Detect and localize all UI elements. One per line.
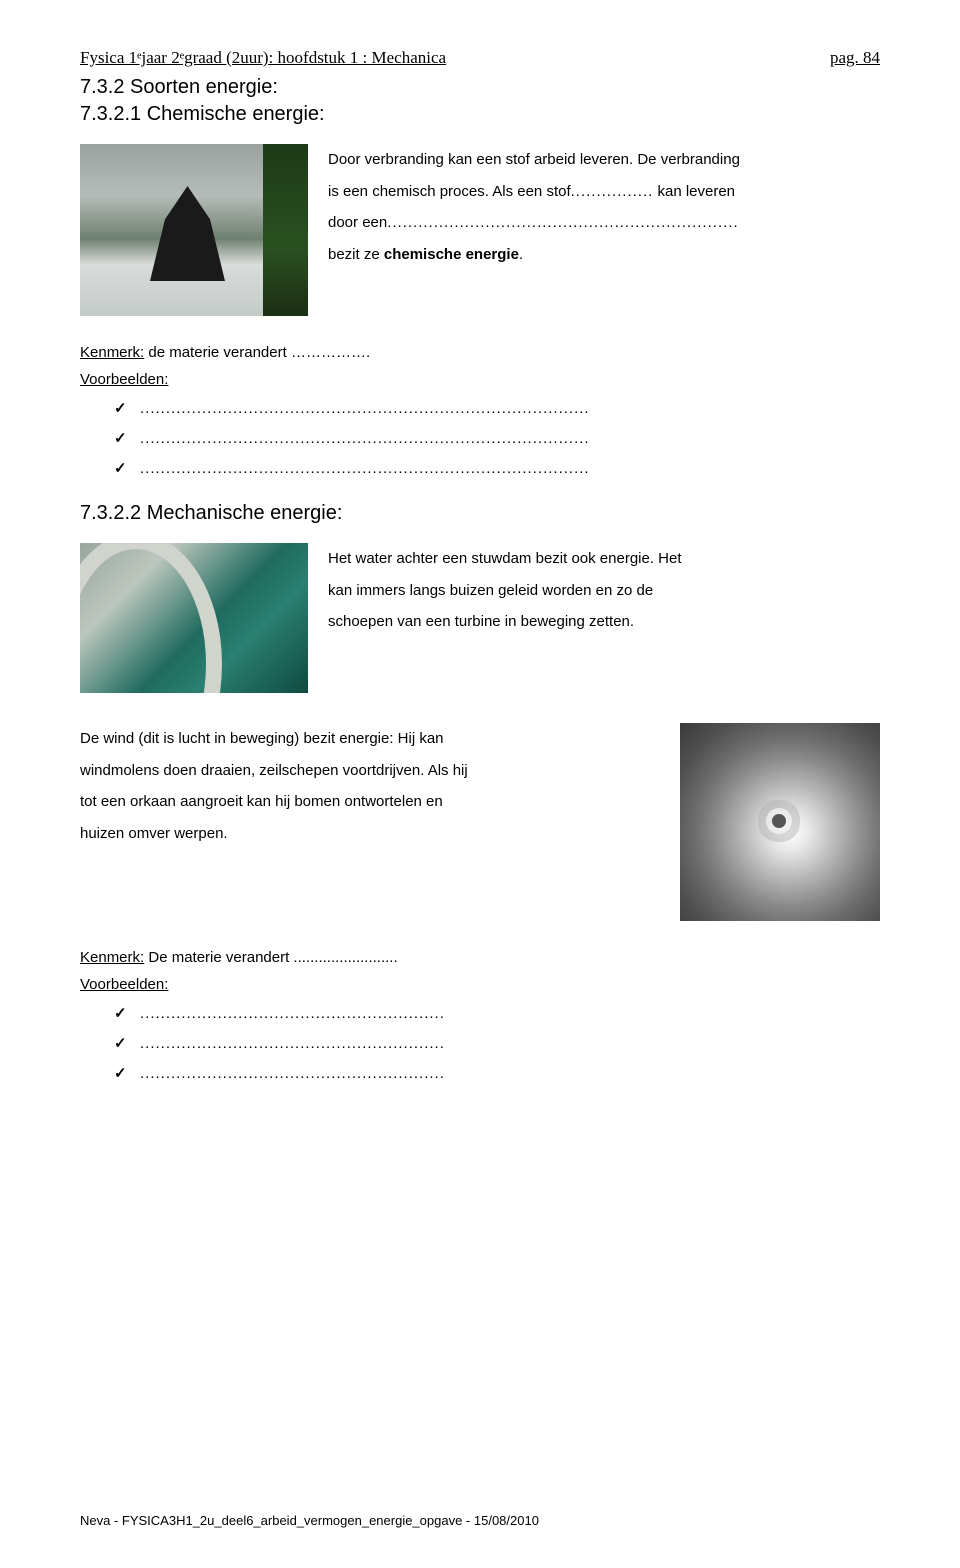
list-item: ........................................… <box>140 424 880 454</box>
fireplace-image <box>80 144 308 316</box>
chem-line1: Door verbranding kan een stof arbeid lev… <box>328 144 740 176</box>
section-title: 7.3.2 Soorten energie: <box>80 76 880 99</box>
subsection-2-title: 7.3.2.2 Mechanische energie: <box>80 502 880 525</box>
chem-line4: bezit ze chemische energie. <box>328 239 740 271</box>
kenmerk-2: Kenmerk: De materie verandert ..........… <box>80 949 880 966</box>
chem-line2: is een chemisch proces. Als een stof....… <box>328 176 740 208</box>
chem-block: Door verbranding kan een stof arbeid lev… <box>80 144 880 316</box>
wind-text: De wind (dit is lucht in beweging) bezit… <box>80 723 660 849</box>
voorbeelden-2-label: Voorbeelden: <box>80 976 880 993</box>
wind-line1: De wind (dit is lucht in beweging) bezit… <box>80 723 660 755</box>
list-item: ........................................… <box>140 1059 880 1089</box>
wind-line4: huizen omver werpen. <box>80 818 660 850</box>
wind-line3: tot een orkaan aangroeit kan hij bomen o… <box>80 786 660 818</box>
page-footer: Neva - FYSICA3H1_2u_deel6_arbeid_vermoge… <box>80 1513 539 1528</box>
voorbeelden-1-list: ........................................… <box>80 394 880 484</box>
storm-image <box>680 723 880 921</box>
mech-line3: schoepen van een turbine in beweging zet… <box>328 606 682 638</box>
list-item: ........................................… <box>140 999 880 1029</box>
subsection-1-title: 7.3.2.1 Chemische energie: <box>80 103 880 126</box>
page-header: Fysica 1ᵉjaar 2ᵉgraad (2uur): hoofdstuk … <box>80 48 880 68</box>
wind-block: De wind (dit is lucht in beweging) bezit… <box>80 723 880 921</box>
list-item: ........................................… <box>140 394 880 424</box>
mech-text: Het water achter een stuwdam bezit ook e… <box>328 543 682 638</box>
header-left: Fysica 1ᵉjaar 2ᵉgraad (2uur): hoofdstuk … <box>80 48 446 68</box>
page: Fysica 1ᵉjaar 2ᵉgraad (2uur): hoofdstuk … <box>0 0 960 1568</box>
dam-image <box>80 543 308 693</box>
voorbeelden-2-list: ........................................… <box>80 999 880 1089</box>
list-item: ........................................… <box>140 454 880 484</box>
mech-line2: kan immers langs buizen geleid worden en… <box>328 575 682 607</box>
list-item: ........................................… <box>140 1029 880 1059</box>
header-right: pag. 84 <box>830 48 880 68</box>
kenmerk-1: Kenmerk: de materie verandert ……………. <box>80 344 880 361</box>
mech-block: Het water achter een stuwdam bezit ook e… <box>80 543 880 693</box>
voorbeelden-1-label: Voorbeelden: <box>80 371 880 388</box>
wind-line2: windmolens doen draaien, zeilschepen voo… <box>80 755 660 787</box>
chem-text: Door verbranding kan een stof arbeid lev… <box>328 144 740 270</box>
mech-line1: Het water achter een stuwdam bezit ook e… <box>328 543 682 575</box>
chem-line3: door een................................… <box>328 207 740 239</box>
